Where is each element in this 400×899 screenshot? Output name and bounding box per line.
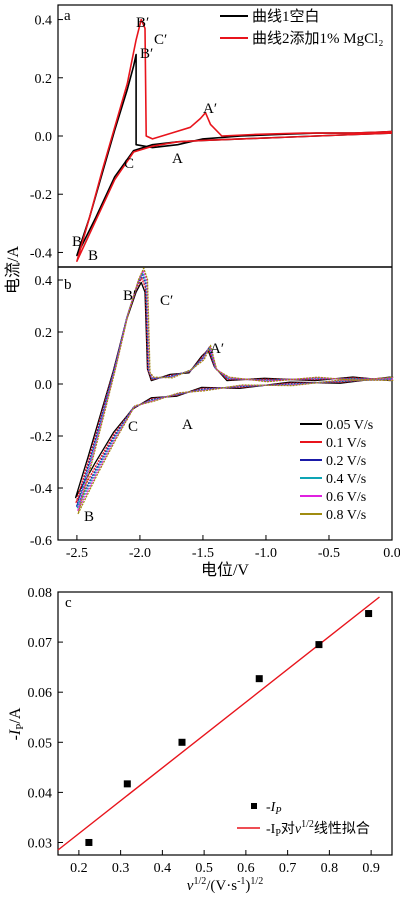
panel-b-xtick-label: -2.0 [129,546,151,561]
xlabel-c: v1/2/(V·s-1)1/2 [187,876,263,894]
panel-c-fit-line [57,596,380,851]
panel-a-ytick-label: -0.2 [30,188,52,203]
panel-a-ytick-label: 0.0 [35,130,53,145]
annot-a-cprime: C′ [154,32,167,48]
annot-b-a: A [182,417,193,433]
panel-b-xtick-label: -2.5 [66,546,88,561]
panel-c-point-5 [315,641,323,649]
panel-b-ytick-label: 0.2 [35,326,53,341]
panel-b-ytick-label: 0.0 [35,378,53,393]
panel-label-c: c [65,595,72,611]
panel-b-curves [74,267,394,515]
panel-c-ytick-label: 0.07 [28,636,53,651]
panel-c-ytick-label: 0.03 [28,836,53,851]
panel-c-ytick-label: 0.06 [28,686,53,701]
legend-c-marker [251,803,257,809]
panel-c-xtick-label: 0.8 [321,861,339,876]
panel-a-legend: 曲线1空白 曲线2添加1% MgCl₂ [220,8,384,47]
panel-c-xtick-label: 0.5 [195,861,213,876]
panel-c-plot [57,596,380,851]
panel-c-legend: -IP -IP对v1/2线性拟合 [237,800,370,839]
legend-b-label-2: 0.1 V/s [326,436,366,451]
annot-a-bprime-1: B′ [136,15,149,31]
panel-c-point-6 [365,610,373,618]
legend-b-label-3: 0.2 V/s [326,454,366,469]
panel-c-ytick-label: 0.05 [28,736,53,751]
panel-ab-frame [57,4,393,541]
panel-c-xtick-label: 0.9 [362,861,380,876]
panel-c-frame [57,591,393,856]
panel-a-ytick-label: 0.4 [35,14,53,29]
panel-b-legend: 0.05 V/s 0.1 V/s 0.2 V/s 0.4 V/s 0.6 V/s 0.8 … [300,418,373,523]
panel-a-series-2 [76,18,393,263]
annot-b-c: C [128,419,138,435]
panel-c-point-4 [255,675,263,683]
legend-a-label-1: 曲线1空白 [252,8,320,25]
annot-b-bprime: B′ [123,288,136,304]
panel-a-ytick-label: -0.4 [30,246,52,261]
legend-a-label-2: 曲线2添加1% MgCl₂ [252,30,384,47]
panel-b-axes: 0.4 0.2 0.0 -0.2 -0.4 -0.6 -2.5 -2.0 -1.5 -1.0 -0.… [30,274,400,561]
panel-c-xtick-label: 0.6 [237,861,255,876]
panel-c-xtick-label: 0.4 [154,861,172,876]
legend-c-label-1: -IP [266,800,281,817]
panel-b-ytick-label: -0.6 [30,534,52,549]
annot-a-bprime-2: B′ [140,46,153,62]
panel-b-ytick-label: -0.4 [30,482,52,497]
legend-b-label-4: 0.4 V/s [326,472,366,487]
panel-c-axes: 0.08 0.07 0.06 0.05 0.04 0.03 0.2 0.3 0.4 0.5 0.6 0… [28,586,380,876]
annot-b-b: B [84,509,94,525]
legend-b-label-5: 0.6 V/s [326,490,366,505]
panel-c-xtick-label: 0.3 [112,861,130,876]
panel-c-point-2 [123,780,131,788]
annot-a-b-1: B [72,234,82,250]
legend-b-label-6: 0.8 V/s [326,508,366,523]
panel-b-xtick-label: -0.5 [318,546,340,561]
annot-a-b-2: B [88,248,98,264]
panel-label-b: b [64,277,72,293]
annot-b-cprime: C′ [160,293,173,309]
panel-b-series-6 [77,267,394,515]
annot-a-a: A [172,151,183,167]
panel-b-ytick-label: -0.2 [30,430,52,445]
panel-a-ytick-label: 0.2 [35,72,53,87]
annot-a-aprime: A′ [203,101,217,117]
panel-a-axes: 0.4 0.2 0.0 -0.2 -0.4 [30,14,63,261]
legend-c-label-2: -IP对v1/2线性拟合 [266,819,370,839]
panel-c-ytick-label: 0.04 [28,786,53,801]
panel-b-xtick-label: -1.0 [255,546,277,561]
xlabel-potential: 电位/V [201,561,249,579]
legend-b-label-1: 0.05 V/s [326,418,373,433]
ylabel-current: 电流/A [4,246,22,294]
ylabel-c: -IP/A [7,707,26,740]
panel-c-xtick-label: 0.7 [279,861,297,876]
panel-c-ytick-label: 0.08 [28,586,53,601]
panel-c-point-1 [85,838,93,846]
annot-b-aprime: A′ [210,341,224,357]
panel-b-xtick-label: -1.5 [192,546,214,561]
panel-a-series-1 [76,53,393,257]
panel-c-point-3 [178,738,186,746]
panel-b-ytick-label: 0.4 [35,274,53,289]
panel-label-a: a [64,8,71,24]
annot-a-c: C [124,156,134,172]
panel-c-xtick-label: 0.2 [70,861,88,876]
panel-a-curves [76,18,393,263]
panel-b-xtick-label: 0.0 [383,546,400,561]
